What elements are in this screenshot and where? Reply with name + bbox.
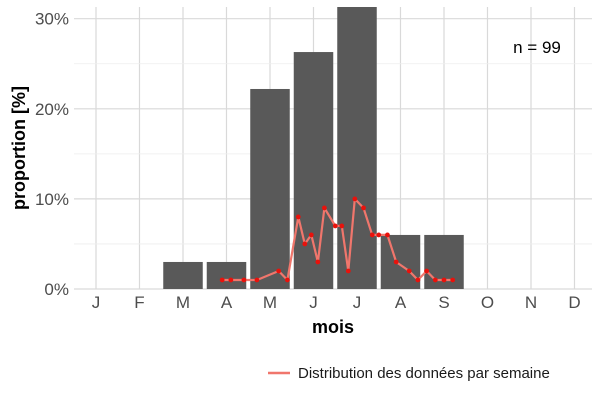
weekly-point: [219, 277, 225, 283]
weekly-point: [241, 277, 247, 283]
weekly-point: [424, 268, 429, 274]
weekly-point: [361, 205, 366, 211]
x-tick-label: J: [92, 293, 101, 312]
bar-m-2: [163, 261, 203, 289]
weekly-point: [369, 232, 375, 238]
weekly-point: [276, 268, 282, 274]
weekly-point: [302, 241, 308, 247]
weekly-point: [406, 268, 412, 274]
y-tick-label: 30%: [35, 10, 69, 29]
x-tick-label: M: [176, 293, 190, 312]
weekly-point: [254, 277, 260, 283]
weekly-point: [393, 259, 399, 265]
y-tick-label: 20%: [35, 100, 69, 119]
weekly-point: [332, 223, 338, 229]
bar-m-4: [250, 88, 290, 290]
x-tick-label: D: [568, 293, 580, 312]
y-tick-label: 10%: [35, 190, 69, 209]
n-annotation: n = 99: [513, 38, 561, 57]
bar-j-5: [293, 52, 334, 289]
weekly-point: [345, 268, 351, 274]
weekly-point: [376, 232, 382, 238]
legend: Distribution des données par semaine: [268, 365, 550, 382]
weekly-point: [441, 277, 447, 283]
weekly-point: [285, 277, 290, 283]
weekly-point: [385, 232, 390, 238]
bar-a-3: [206, 261, 247, 289]
x-axis-title: mois: [312, 317, 354, 337]
x-tick-label: N: [525, 293, 537, 312]
y-tick-label: 0%: [44, 280, 69, 299]
weekly-point: [308, 232, 314, 238]
weekly-point: [228, 277, 234, 283]
weekly-point: [295, 214, 301, 220]
weekly-point: [339, 223, 345, 229]
legend-label: Distribution des données par semaine: [298, 365, 550, 382]
x-tick-label: F: [134, 293, 144, 312]
weekly-point: [432, 277, 438, 283]
x-tick-label: M: [263, 293, 277, 312]
y-axis-ticks: 0% 10% 20% 30%: [35, 10, 69, 299]
x-tick-label: A: [221, 293, 233, 312]
weekly-point: [450, 277, 456, 283]
x-tick-label: S: [438, 293, 449, 312]
weekly-point: [415, 277, 421, 283]
weekly-point: [321, 205, 327, 211]
weekly-distribution-series: [219, 196, 456, 283]
y-axis-title: proportion [%]: [9, 86, 29, 210]
x-tick-label: A: [395, 293, 407, 312]
x-tick-label: J: [309, 293, 318, 312]
x-tick-label: O: [481, 293, 494, 312]
weekly-point: [315, 259, 321, 265]
bar-j-6: [337, 7, 377, 289]
bar-a-7: [380, 234, 421, 289]
weekly-point: [352, 196, 358, 202]
x-tick-label: J: [353, 293, 362, 312]
